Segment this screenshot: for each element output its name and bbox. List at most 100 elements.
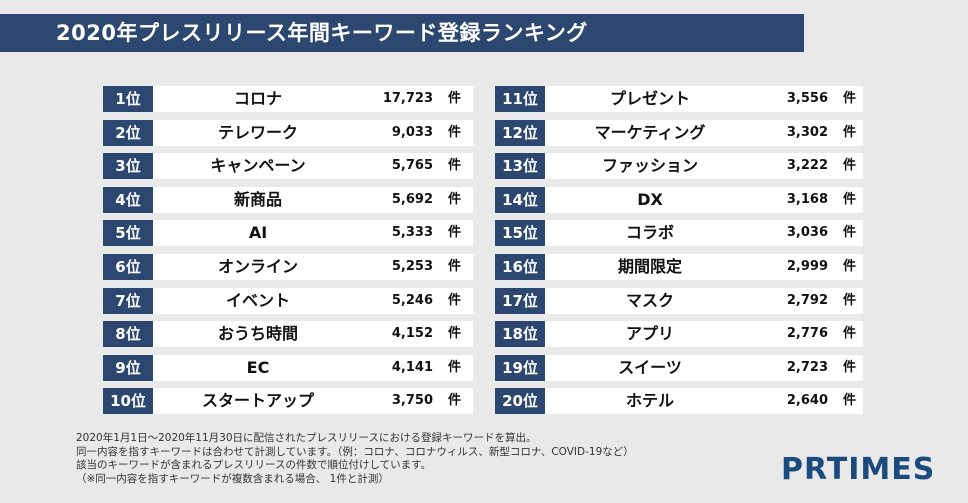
ranking-row: 20位 ホテル 2,640 件 <box>495 388 863 415</box>
rank-keyword: DX <box>637 189 663 209</box>
ranking-row: 18位 アプリ 2,776 件 <box>495 321 863 348</box>
rank-keyword: アプリ <box>625 324 674 344</box>
rank-unit: 件 <box>448 393 462 409</box>
rank-count: 3,168 <box>786 191 828 207</box>
ranking-row: 8位 おうち時間 4,152 件 <box>103 321 473 348</box>
rank-count: 3,556 <box>786 91 828 106</box>
rank-count: 2,999 <box>786 259 828 274</box>
ranking-row: 11位 プレゼント 3,556 件 <box>495 86 863 112</box>
rank-badge: 6位 <box>103 254 153 280</box>
rank-unit: 件 <box>448 91 462 106</box>
rank-count: 2,723 <box>786 359 828 375</box>
footnotes: 2020年1月1日～2020年11月30日に配信されたプレスリリースにおける登録… <box>76 432 634 486</box>
rank-count: 5,253 <box>391 259 433 274</box>
title-banner: 2020年プレスリリース年間キーワード登録ランキング <box>0 14 804 52</box>
rank-badge: 19位 <box>495 354 545 381</box>
rank-badge: 3位 <box>103 153 153 180</box>
ranking-row: 9位 EC 4,141 件 <box>103 354 473 381</box>
rank-count: 3,222 <box>786 158 828 174</box>
ranking-row: 7位 イベント 5,246 件 <box>103 287 473 314</box>
rank-badge: 15位 <box>495 220 545 247</box>
rank-badge: 8位 <box>103 321 153 348</box>
rank-keyword: ホテル <box>625 391 674 411</box>
rank-keyword: スイーツ <box>618 357 682 377</box>
rank-badge: 2位 <box>103 119 153 146</box>
ranking-row: 19位 スイーツ 2,723 件 <box>495 354 863 381</box>
rank-unit: 件 <box>448 158 462 174</box>
rank-keyword: 期間限定 <box>617 257 682 276</box>
rank-unit: 件 <box>843 158 857 174</box>
rank-keyword: マーケティング <box>594 122 706 142</box>
rank-keyword: イベント <box>225 290 290 310</box>
rank-keyword: ファッション <box>601 156 698 176</box>
rank-count: 2,776 <box>786 326 828 342</box>
rank-count: 5,333 <box>391 225 433 241</box>
footnote-line: 同一内容を指すキーワードは合わせて計測しています。（例：コロナ、コロナウィルス、… <box>76 445 634 458</box>
rank-badge: 5位 <box>103 220 153 247</box>
rank-unit: 件 <box>448 259 462 274</box>
rank-unit: 件 <box>843 124 857 140</box>
ranking-row: 13位 ファッション 3,222 件 <box>495 153 863 180</box>
rank-unit: 件 <box>843 191 857 207</box>
rank-keyword: オンライン <box>217 257 298 276</box>
rank-count: 4,141 <box>391 359 433 375</box>
rank-count: 3,036 <box>786 225 828 241</box>
rank-unit: 件 <box>843 292 857 308</box>
rank-keyword: コラボ <box>625 223 674 243</box>
ranking-row: 6位 オンライン 5,253 件 <box>103 254 473 280</box>
rank-unit: 件 <box>843 259 857 274</box>
rank-badge: 11位 <box>495 86 545 112</box>
ranking-row: 16位 期間限定 2,999 件 <box>495 254 863 280</box>
rank-badge: 13位 <box>495 153 545 180</box>
ranking-row: 3位 キャンペーン 5,765 件 <box>103 153 473 180</box>
rank-count: 2,792 <box>786 292 828 308</box>
rank-unit: 件 <box>448 359 462 375</box>
ranking-row: 1位 コロナ 17,723 件 <box>103 86 473 112</box>
rank-keyword: EC <box>246 357 270 377</box>
footnote-line: 該当のキーワードが含まれるプレスリリースの件数で順位付けしています。 <box>76 459 432 471</box>
rank-count: 3,302 <box>786 124 828 140</box>
ranking-row: 12位 マーケティング 3,302 件 <box>495 119 863 146</box>
rank-keyword: プレゼント <box>609 89 690 108</box>
ranking-row: 10位 スタートアップ 3,750 件 <box>103 388 473 415</box>
rank-badge: 9位 <box>103 354 153 381</box>
rank-badge: 14位 <box>495 186 545 213</box>
rank-keyword: AI <box>248 223 268 243</box>
rank-keyword: 新商品 <box>233 189 282 209</box>
rank-keyword: キャンペーン <box>210 156 306 176</box>
footnote-line: （※同一内容を指すキーワードが複数含まれる場合、 1件と計測） <box>76 472 389 485</box>
rank-badge: 4位 <box>103 186 153 213</box>
rank-keyword: テレワーク <box>217 122 298 142</box>
rank-badge: 20位 <box>495 388 545 415</box>
rank-unit: 件 <box>843 91 857 106</box>
rank-badge: 12位 <box>495 119 545 146</box>
rank-count: 17,723 <box>382 91 433 106</box>
rank-badge: 17位 <box>495 287 545 314</box>
rank-unit: 件 <box>843 359 857 375</box>
ranking-row: 2位 テレワーク 9,033 件 <box>103 119 473 146</box>
rank-badge: 16位 <box>495 254 545 280</box>
ranking-row: 14位 DX 3,168 件 <box>495 186 863 213</box>
rank-badge: 18位 <box>495 321 545 348</box>
ranking-row: 15位 コラボ 3,036 件 <box>495 220 863 247</box>
prtimes-logo: PRTIMES <box>781 452 936 487</box>
ranking-row: 17位 マスク 2,792 件 <box>495 287 863 314</box>
rank-unit: 件 <box>843 225 857 241</box>
rank-unit: 件 <box>448 225 462 241</box>
rank-keyword: コロナ <box>233 89 282 108</box>
rank-count: 5,692 <box>391 191 433 207</box>
rank-keyword: スタートアップ <box>201 391 314 411</box>
rank-unit: 件 <box>843 326 857 342</box>
page-title: 2020年プレスリリース年間キーワード登録ランキング <box>56 21 588 45</box>
rank-badge: 1位 <box>103 86 153 112</box>
rank-badge: 7位 <box>103 287 153 314</box>
rank-unit: 件 <box>843 393 857 409</box>
rank-count: 2,640 <box>786 393 828 409</box>
rank-count: 9,033 <box>391 124 433 140</box>
rank-keyword: マスク <box>625 290 674 310</box>
rank-unit: 件 <box>448 191 462 207</box>
rank-count: 3,750 <box>391 393 433 409</box>
rank-keyword: おうち時間 <box>217 324 298 344</box>
rank-count: 5,246 <box>391 292 433 308</box>
footnote-line: 2020年1月1日～2020年11月30日に配信されたプレスリリースにおける登録… <box>76 432 537 444</box>
